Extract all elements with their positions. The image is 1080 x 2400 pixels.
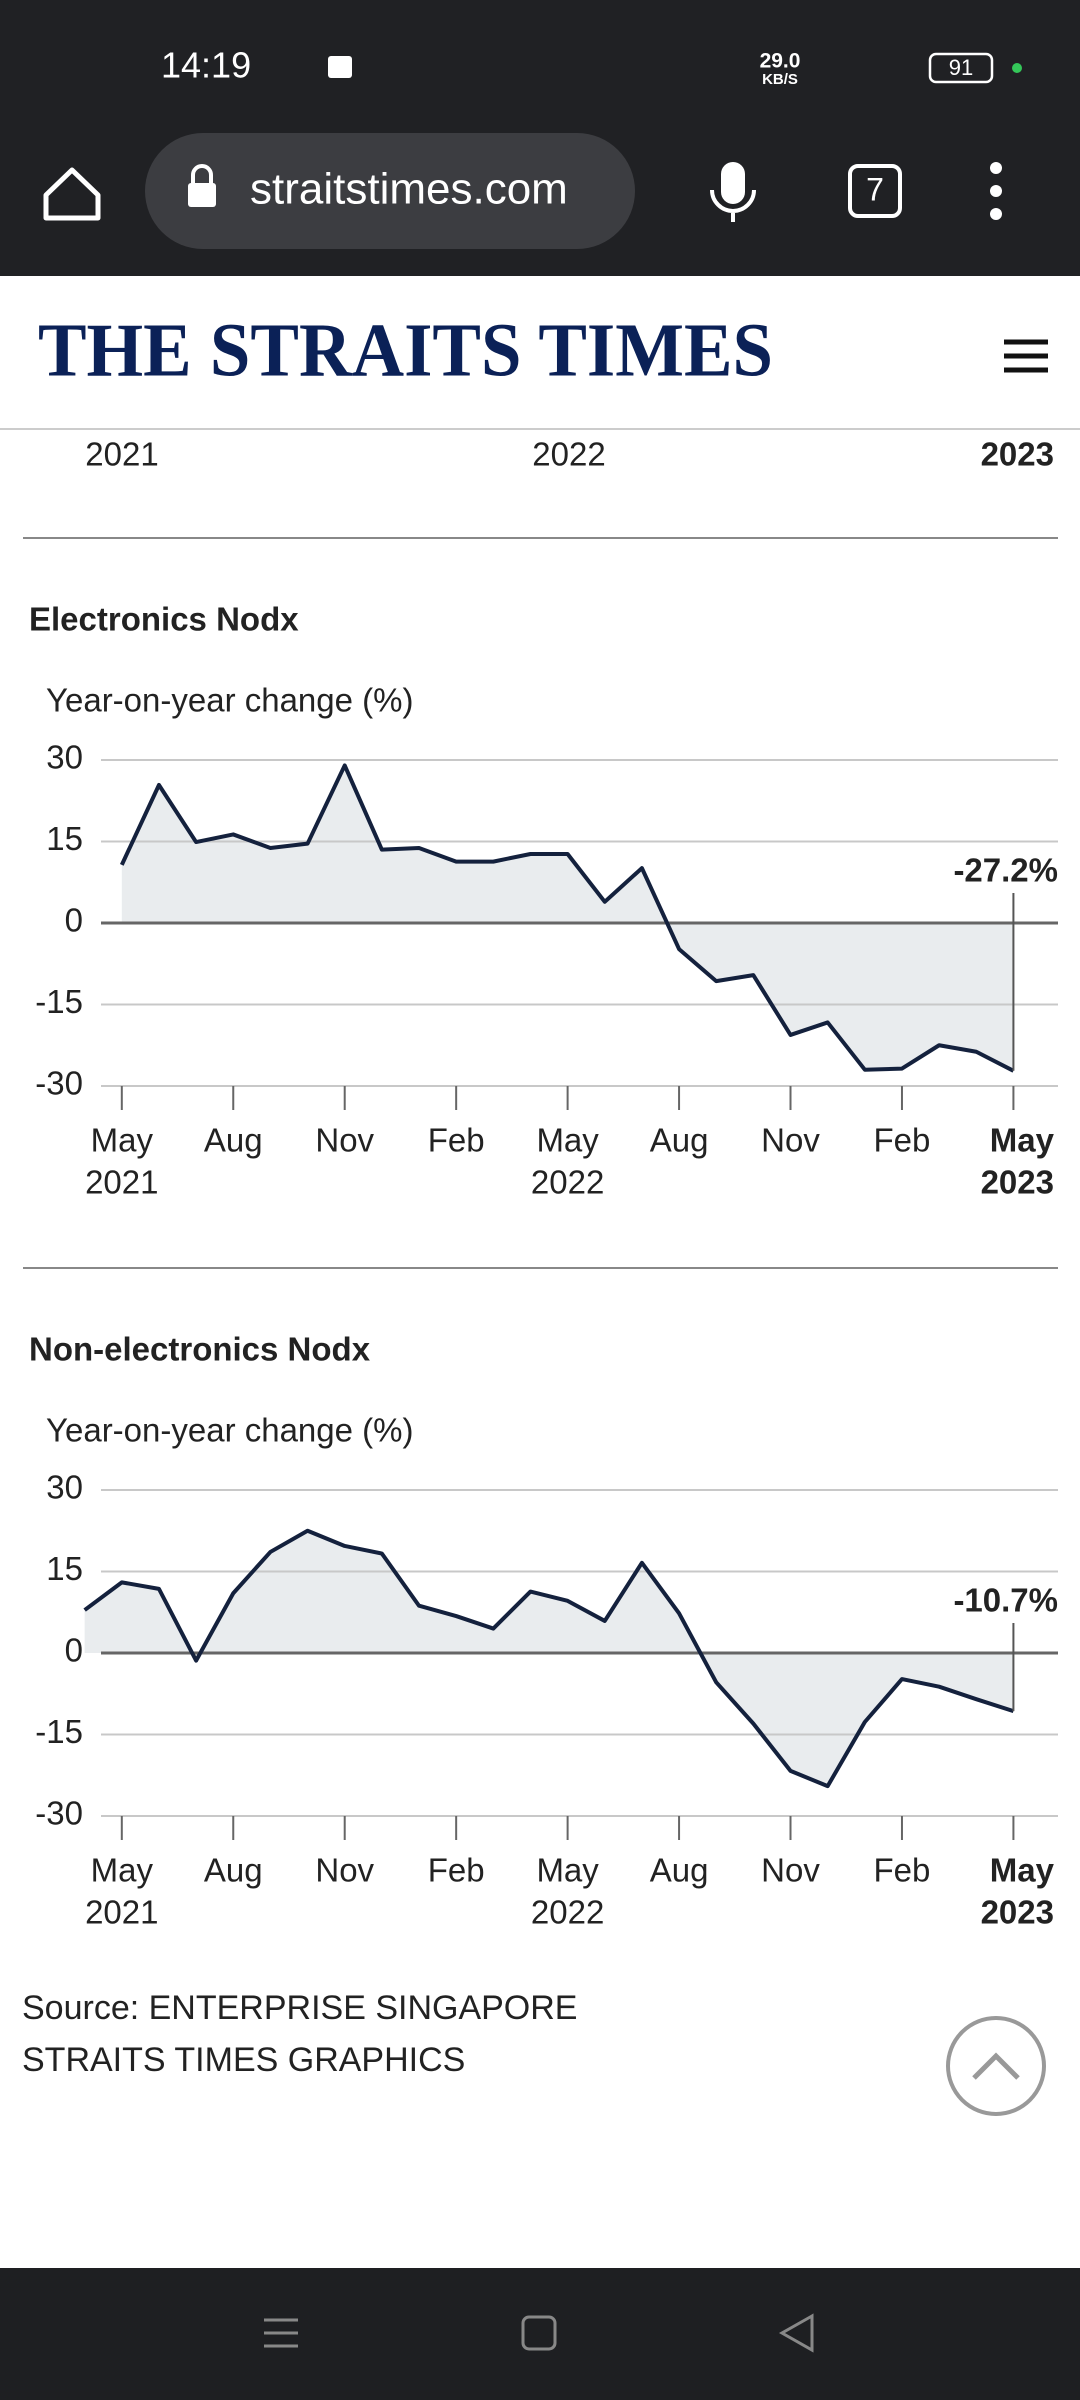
x-tick-label: Feb xyxy=(428,1852,485,1889)
lock-shackle xyxy=(191,164,213,183)
x-tick-label: May xyxy=(536,1852,599,1889)
url-bar[interactable] xyxy=(145,133,635,249)
y-tick-label: 15 xyxy=(46,820,83,857)
scroll-top-arrow xyxy=(972,2052,1020,2080)
battery-outline xyxy=(928,52,994,84)
y-tick-label: -15 xyxy=(35,983,83,1020)
x-tick-label: Nov xyxy=(315,1852,374,1889)
mic-button[interactable] xyxy=(721,162,745,204)
chart-title: Electronics Nodx xyxy=(29,601,299,638)
nav-bar xyxy=(0,2268,1080,2400)
x-year-label: 2022 xyxy=(531,1894,604,1931)
area xyxy=(84,1530,1014,1787)
mic-stand xyxy=(710,189,756,222)
chart-title: Non-electronics Nodx xyxy=(29,1331,371,1368)
y-axis-label: Year-on-year change (%) xyxy=(46,682,413,719)
y-tick-label: 0 xyxy=(65,902,83,939)
y-tick-label: -30 xyxy=(35,1065,83,1102)
x-tick-label: Aug xyxy=(204,1122,263,1159)
y-tick-label: -30 xyxy=(35,1795,83,1832)
y-tick-label: -15 xyxy=(35,1713,83,1750)
y-tick-label: 15 xyxy=(46,1550,83,1587)
x-tick-label: Nov xyxy=(761,1122,820,1159)
x-tick-label: May xyxy=(91,1122,154,1159)
y-tick-label: 30 xyxy=(46,739,83,776)
x-tick-label: Feb xyxy=(428,1122,485,1159)
x-tick-label: Feb xyxy=(874,1852,931,1889)
y-axis-label: Year-on-year change (%) xyxy=(46,1412,413,1449)
value-label: -10.7% xyxy=(953,1582,1058,1619)
prev-year-label: 2021 xyxy=(85,436,158,473)
value-label: -27.2% xyxy=(953,852,1058,889)
line xyxy=(119,763,1015,1073)
source: Source: ENTERPRISE SINGAPORE xyxy=(22,1989,578,2027)
prev-year-label: 2022 xyxy=(532,436,605,473)
line xyxy=(83,1528,1015,1789)
x-tick-label: Nov xyxy=(315,1122,374,1159)
tabs-button[interactable] xyxy=(848,164,902,218)
credit: STRAITS TIMES GRAPHICS xyxy=(22,2041,465,2079)
logo[interactable]: THE STRAITS TIMES xyxy=(38,308,773,392)
nav-menu[interactable] xyxy=(264,2318,298,2348)
x-year-label: 2023 xyxy=(981,1164,1054,1201)
x-tick-label: Aug xyxy=(650,1852,709,1889)
x-year-label: 2023 xyxy=(981,1894,1054,1931)
x-year-label: 2022 xyxy=(531,1164,604,1201)
x-tick-label: Aug xyxy=(204,1852,263,1889)
nav-back[interactable] xyxy=(778,2313,814,2353)
network-unit: KB/S xyxy=(762,71,798,88)
x-tick-label: Nov xyxy=(761,1852,820,1889)
x-year-label: 2021 xyxy=(85,1894,158,1931)
network-speed: 29.0 xyxy=(760,50,801,73)
lock-icon xyxy=(188,183,216,207)
dot xyxy=(1012,63,1022,73)
y-tick-label: 30 xyxy=(46,1469,83,1506)
url: straitstimes.com xyxy=(250,165,568,214)
mail-icon xyxy=(328,56,352,78)
tab-count: 7 xyxy=(866,171,884,207)
battery-level: 91 xyxy=(949,55,973,80)
hamburger[interactable] xyxy=(1004,339,1048,373)
nav-home[interactable] xyxy=(521,2315,557,2351)
x-tick-label: May xyxy=(990,1852,1055,1889)
x-tick-label: May xyxy=(91,1852,154,1889)
x-tick-label: May xyxy=(990,1122,1055,1159)
scroll-top-button[interactable] xyxy=(946,2016,1046,2116)
x-tick-label: Feb xyxy=(874,1122,931,1159)
y-tick-label: 0 xyxy=(65,1632,83,1669)
x-tick-label: May xyxy=(536,1122,599,1159)
clock: 14:19 xyxy=(161,45,251,86)
x-tick-label: Aug xyxy=(650,1122,709,1159)
area xyxy=(121,765,1014,1071)
menu-button[interactable] xyxy=(990,162,1002,220)
prev-year-label: 2023 xyxy=(981,436,1054,473)
home-button[interactable] xyxy=(43,167,101,221)
x-year-label: 2021 xyxy=(85,1164,158,1201)
